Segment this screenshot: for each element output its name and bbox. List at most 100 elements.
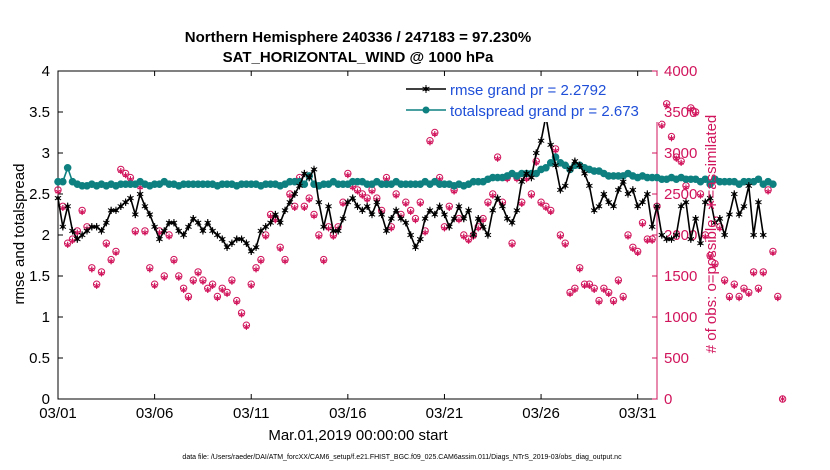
rmse-point [590, 206, 598, 214]
chart-title-line1: Northern Hemisphere 240336 / 247183 = 97… [185, 29, 531, 46]
obs-assimilated-point [485, 200, 491, 207]
rmse-point [252, 243, 260, 251]
rmse-point [706, 194, 714, 202]
obs-assimilated-point [731, 282, 738, 289]
legend: rmse grand pr = 2.2792 totalspread grand… [400, 76, 660, 122]
rmse-point [156, 235, 163, 243]
left-y-axis-label: rmse and totalspread [11, 164, 28, 305]
rmse-point [296, 182, 303, 190]
obs-assimilated-point [760, 270, 767, 277]
rmse-point [257, 227, 265, 235]
rmse-point [272, 210, 279, 219]
chart-title-line2: SAT_HORIZONTAL_WIND @ 1000 hPa [223, 49, 494, 66]
obs-assimilated-point [117, 168, 124, 175]
totalspread-point [769, 180, 777, 188]
left-tick-label: 2 [42, 227, 50, 244]
obs-assimilated-point [639, 221, 646, 228]
legend-rmse-label: rmse grand pr = 2.2792 [450, 82, 606, 99]
left-tick-label: 2.5 [29, 186, 50, 203]
rmse-point [325, 202, 332, 210]
obs-assimilated-point [422, 229, 428, 236]
rmse-point [648, 223, 656, 231]
obs-assimilated-point [354, 188, 361, 195]
rmse-point [175, 227, 183, 235]
obs-assimilated-point [431, 131, 438, 138]
obs-assimilated-point [229, 278, 235, 285]
obs-assimilated-point [649, 237, 656, 244]
rmse-point [349, 194, 357, 202]
rmse-point [218, 235, 226, 243]
rmse-point [561, 182, 569, 190]
obs-assimilated-point [687, 106, 694, 113]
obs-assimilated-point [644, 237, 651, 244]
obs-assimilated-point [668, 135, 675, 142]
rmse-point [281, 206, 289, 214]
obs-assimilated-point [393, 192, 399, 199]
rmse-point [214, 231, 221, 239]
totalspread-point [542, 163, 550, 172]
rmse-point [508, 219, 516, 227]
obs-assimilated-point [615, 278, 622, 285]
obs-assimilated-point [509, 241, 515, 248]
rmse-point [499, 202, 506, 210]
rmse-point [141, 202, 149, 210]
rmse-point [634, 202, 642, 210]
totalspread-point [63, 163, 72, 172]
obs-assimilated-point [59, 204, 66, 211]
rmse-point [117, 202, 125, 210]
rmse-point [726, 210, 733, 219]
rmse-point [489, 206, 497, 214]
rmse-point [262, 223, 270, 231]
rmse-point [378, 210, 386, 219]
obs-assimilated-point [456, 217, 462, 224]
obs-assimilated-point [344, 172, 351, 179]
obs-assimilated-point [316, 233, 322, 240]
obs-assimilated-point [736, 295, 742, 302]
obs-assimilated-point [417, 200, 424, 207]
obs-assimilated-point [267, 213, 274, 220]
obs-assimilated-point [219, 286, 226, 293]
obs-assimilated-point [330, 233, 337, 240]
x-tick-label: 03/01 [39, 405, 77, 422]
rmse-point [160, 227, 168, 235]
rmse-point [397, 215, 405, 223]
rmse-point [668, 235, 675, 243]
rmse-point [291, 190, 299, 198]
totalspread-point [754, 175, 763, 184]
obs-assimilated-point [64, 241, 71, 248]
left-tick-label: 4 [42, 63, 50, 80]
rmse-point [194, 219, 202, 227]
rmse-point [373, 198, 381, 206]
left-tick-label: 3.5 [29, 104, 50, 121]
rmse-point [112, 206, 120, 214]
obs-assimilated-point [287, 192, 293, 199]
obs-assimilated-point [697, 192, 704, 199]
obs-assimilated-point [702, 233, 709, 240]
rmse-point [88, 223, 96, 231]
rmse-point [286, 198, 294, 206]
rmse-point [228, 239, 236, 247]
left-tick-label: 0 [42, 391, 50, 408]
rmse-point [426, 206, 434, 214]
obs-assimilated-point [716, 225, 723, 232]
rmse-point [450, 215, 458, 223]
obs-assimilated-point [678, 159, 685, 166]
obs-assimilated-point [258, 258, 264, 265]
obs-assimilated-point [320, 258, 327, 265]
obs-assimilated-point [770, 250, 776, 257]
rmse-point [653, 202, 661, 210]
totalspread-point [59, 177, 67, 186]
obs-assimilated-point [98, 270, 105, 277]
rmse-point [687, 235, 695, 243]
obs-assimilated-point [591, 286, 598, 293]
obs-assimilated-point [576, 266, 583, 273]
obs-assimilated-point [209, 282, 216, 289]
obs-assimilated-point [707, 254, 713, 261]
rmse-point [735, 210, 743, 219]
rmse-point [513, 206, 521, 214]
rmse-point [759, 231, 767, 239]
left-tick-label: 1 [42, 309, 50, 326]
rmse-point [146, 210, 154, 219]
rmse-point [658, 231, 666, 239]
